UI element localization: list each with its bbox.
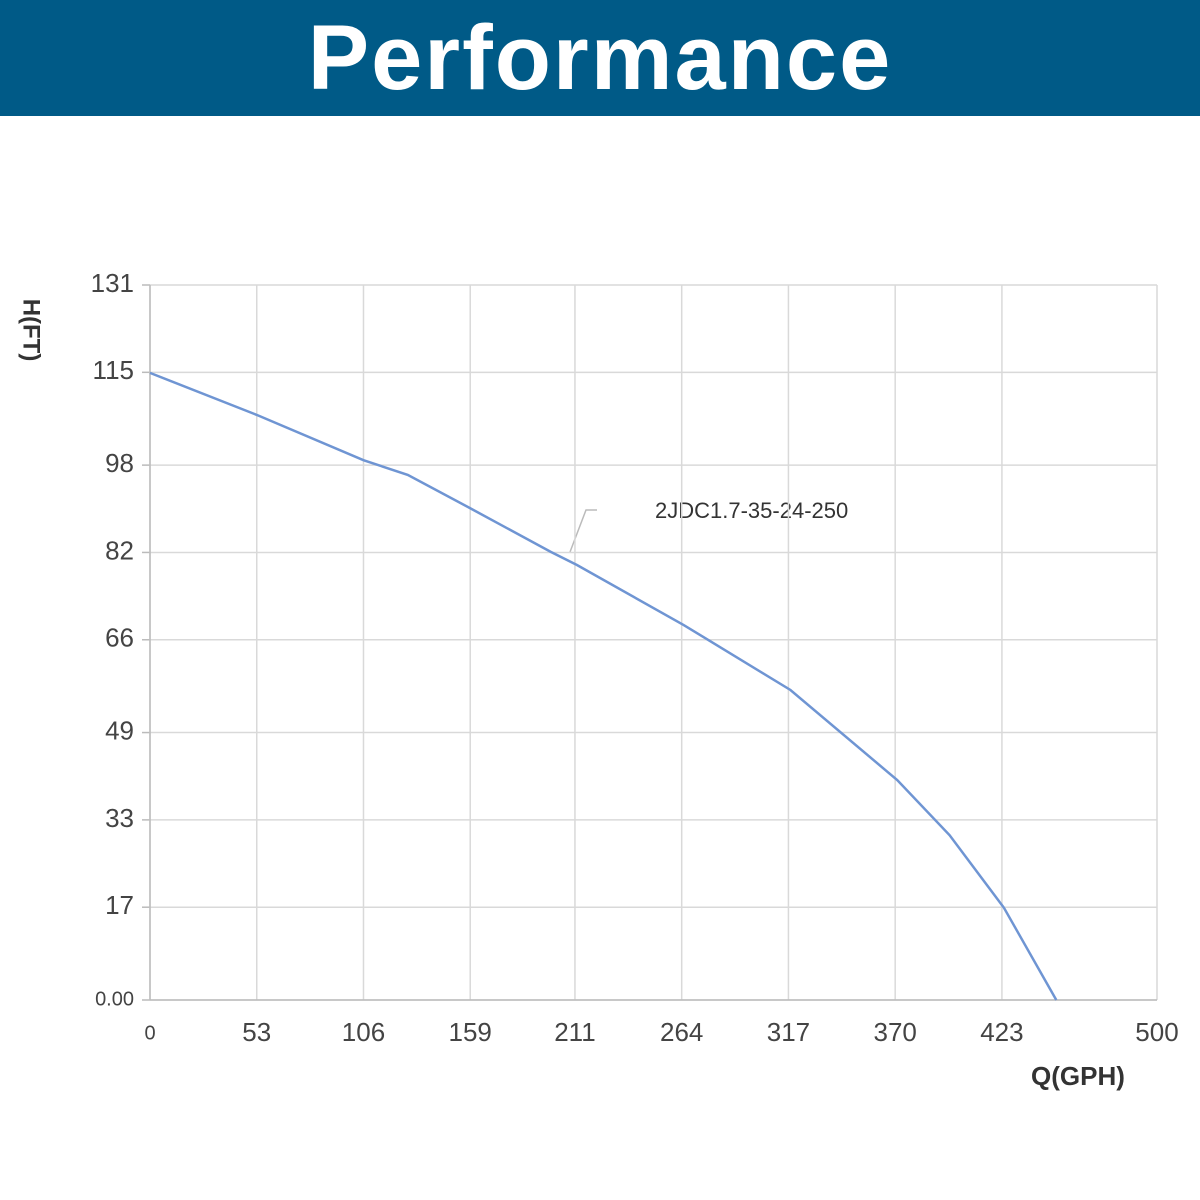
x-tick-label: 370 <box>873 1017 916 1047</box>
x-tick-label: 423 <box>980 1017 1023 1047</box>
y-tick-label: 66 <box>105 623 134 653</box>
y-tick-label: 98 <box>105 448 134 478</box>
x-tick-label: 0 <box>144 1022 155 1044</box>
y-tick-label: 115 <box>93 355 134 385</box>
header: Performance <box>0 0 1200 116</box>
y-tick-label: 33 <box>105 803 134 833</box>
x-tick-label: 211 <box>554 1017 595 1047</box>
x-tick-label: 53 <box>242 1017 271 1047</box>
x-tick-label: 500 <box>1135 1017 1178 1047</box>
y-tick-label: 82 <box>105 535 134 565</box>
y-tick-label: 49 <box>105 715 134 745</box>
annotation-leader <box>569 509 597 553</box>
x-tick-label: 317 <box>767 1017 810 1047</box>
x-tick-label: 106 <box>342 1017 385 1047</box>
x-axis-label: Q(GPH) <box>1031 1061 1125 1091</box>
x-tick-label: 264 <box>660 1017 703 1047</box>
curve <box>149 371 1058 1001</box>
y-tick-label: 131 <box>91 268 134 298</box>
y-axis-label: H(FT) <box>18 299 45 362</box>
x-tick-label: 159 <box>449 1017 492 1047</box>
y-tick-label: 17 <box>105 890 134 920</box>
annotation: 2JDC1.7-35-24-250 <box>655 498 848 523</box>
y-tick-label: 0.00 <box>95 988 134 1010</box>
